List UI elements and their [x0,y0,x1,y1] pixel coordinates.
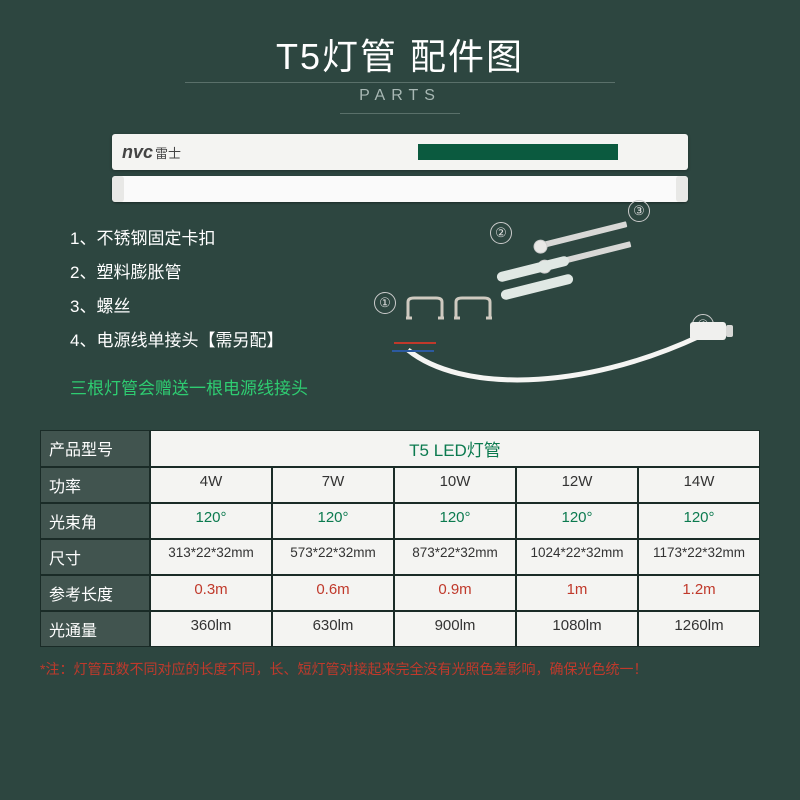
row-lumen: 光通量 360lm 630lm 900lm 1080lm 1260lm [40,611,760,647]
title-en: PARTS [0,87,800,105]
parts-diagram: ① ② ③ ④ [370,222,760,412]
row-beam: 光束角 120° 120° 120° 120° 120° [40,503,760,539]
gift-note: 三根灯管会赠送一根电源线接头 [70,372,370,406]
part-item: 2、塑料膨胀管 [70,256,370,290]
brand-logo: nvc [122,142,153,163]
wire-red-icon [394,342,436,344]
footnote: *注：灯管瓦数不同对应的长度不同，长、短灯管对接起来完全没有光照色差影响，确保光… [40,659,760,679]
callout-1: ① [374,292,396,314]
td-model: T5 LED灯管 [150,430,760,467]
callout-3: ③ [628,200,650,222]
part-item: 4、电源线单接头【需另配】 [70,324,370,358]
package-box: nvc 雷士 [112,134,688,170]
plug-icon [690,322,726,340]
parts-list: 1、不锈钢固定卡扣 2、塑料膨胀管 3、螺丝 4、电源线单接头【需另配】 三根灯… [70,222,370,412]
divider [185,82,615,83]
cable-icon [400,292,760,402]
row-length: 参考长度 0.3m 0.6m 0.9m 1m 1.2m [40,575,760,611]
row-size: 尺寸 313*22*32mm 573*22*32mm 873*22*32mm 1… [40,539,760,575]
row-power: 功率 4W 7W 10W 12W 14W [40,467,760,503]
package-stripe [418,144,618,160]
divider-short [340,113,460,114]
brand-cn: 雷士 [155,143,181,162]
led-tube [112,176,688,202]
title-cn: T5灯管 配件图 [0,28,800,80]
part-item: 3、螺丝 [70,290,370,324]
spec-table: 产品型号 T5 LED灯管 功率 4W 7W 10W 12W 14W 光束角 1… [40,430,760,647]
th-model: 产品型号 [40,430,150,467]
product-image: nvc 雷士 [112,134,688,202]
part-item: 1、不锈钢固定卡扣 [70,222,370,256]
callout-2: ② [490,222,512,244]
wire-blue-icon [392,350,434,352]
header: T5灯管 配件图 PARTS [0,0,800,114]
